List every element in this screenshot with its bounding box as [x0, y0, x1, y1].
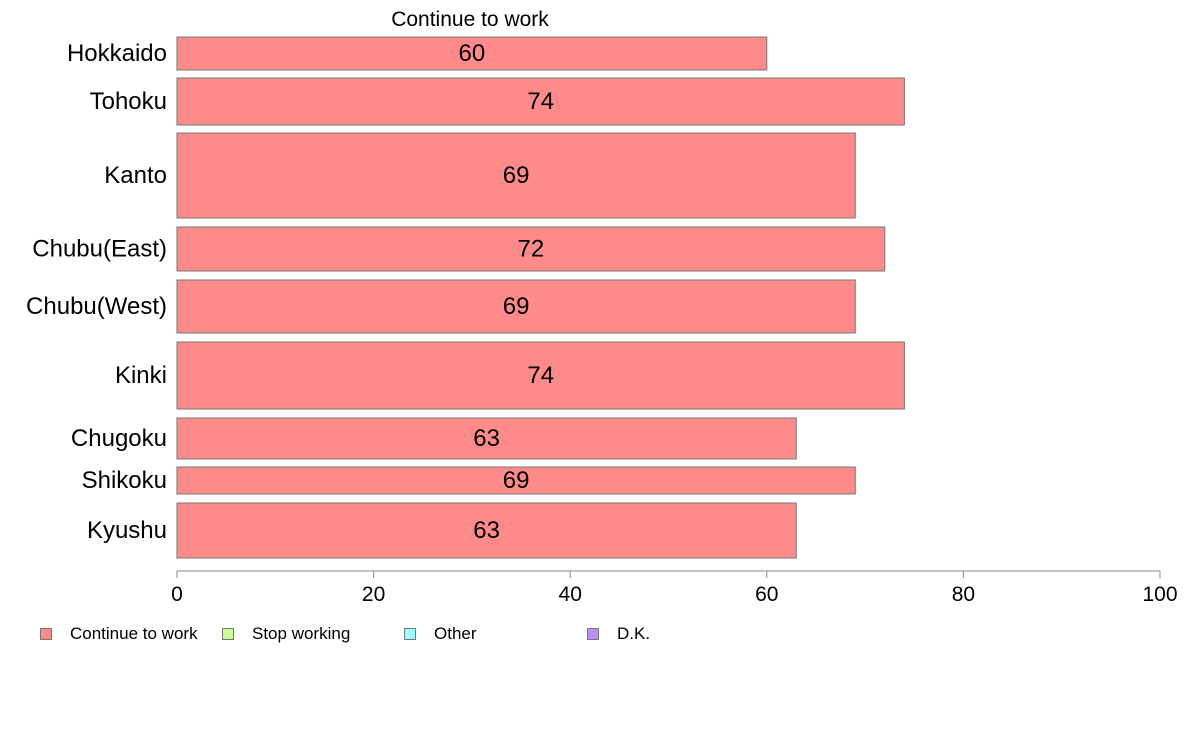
x-tick-label-100: 100 [1142, 583, 1177, 606]
chart-title: Continue to work [391, 8, 549, 31]
bar-chubu-east [176, 226, 886, 272]
data-label-kinki: 74 [527, 362, 554, 389]
data-label-chubu-east: 72 [518, 236, 545, 263]
data-label-kyushu: 63 [473, 517, 500, 544]
data-label-shikoku: 69 [503, 467, 530, 494]
data-label-chugoku: 63 [473, 425, 500, 452]
category-label-chubu-east: Chubu(East) [32, 236, 167, 263]
bar-chugoku [176, 417, 797, 460]
x-axis: 0 20 40 60 80 100 [171, 570, 1178, 606]
bar-kinki [176, 341, 905, 410]
legend-item-continue-to-work: Continue to work [40, 624, 198, 644]
legend-item-stop-working: Stop working [222, 624, 350, 644]
category-labels: Hokkaido Tohoku Kanto Chubu(East) Chubu(West… [26, 40, 167, 544]
bar-kyushu [176, 502, 797, 559]
bar-chubu-west [176, 279, 856, 334]
category-label-chugoku: Chugoku [71, 425, 167, 452]
x-tick-label-60: 60 [755, 583, 778, 606]
legend-item-dk: D.K. [587, 624, 650, 644]
x-tick-label-20: 20 [362, 583, 385, 606]
x-tick-label-80: 80 [952, 583, 975, 606]
bars-group [176, 36, 905, 559]
bar-tohoku [176, 77, 905, 126]
legend: Continue to work Stop working Other D.K. [40, 624, 740, 644]
data-label-tohoku: 74 [527, 88, 554, 115]
x-tick-label-40: 40 [559, 583, 582, 606]
legend-swatch [404, 628, 416, 640]
legend-label: Other [434, 624, 477, 643]
data-label-kanto: 69 [503, 162, 530, 189]
category-label-chubu-west: Chubu(West) [26, 293, 167, 320]
bar-shikoku [176, 466, 856, 495]
legend-label: D.K. [617, 624, 651, 643]
x-tick-label-0: 0 [171, 583, 183, 606]
legend-label: Continue to work [70, 624, 198, 643]
bar-kanto [176, 132, 856, 219]
legend-swatch [587, 628, 599, 640]
category-label-hokkaido: Hokkaido [67, 40, 167, 67]
category-label-tohoku: Tohoku [90, 88, 167, 115]
data-label-chubu-west: 69 [503, 293, 530, 320]
bar-hokkaido [176, 36, 768, 71]
legend-label: Stop working [252, 624, 351, 643]
category-label-kanto: Kanto [104, 162, 167, 189]
legend-item-other: Other [404, 624, 477, 644]
category-label-shikoku: Shikoku [82, 467, 167, 494]
category-label-kyushu: Kyushu [87, 517, 167, 544]
legend-swatch [40, 628, 52, 640]
category-label-kinki: Kinki [115, 362, 167, 389]
legend-swatch [222, 628, 234, 640]
data-label-hokkaido: 60 [459, 40, 486, 67]
